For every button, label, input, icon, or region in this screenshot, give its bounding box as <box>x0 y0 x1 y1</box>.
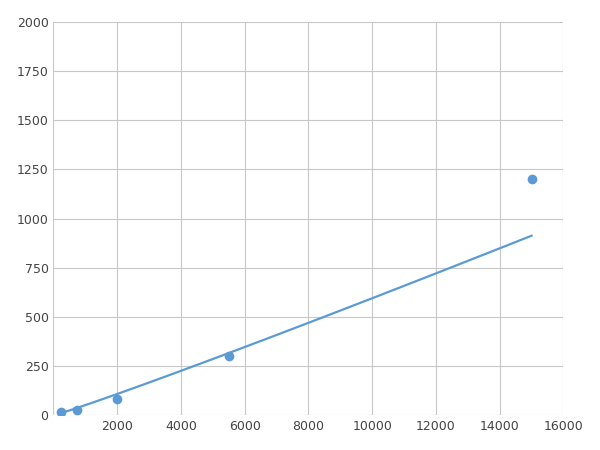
Point <box>56 408 66 415</box>
Point <box>224 353 233 360</box>
Point <box>112 396 122 403</box>
Point <box>73 406 82 414</box>
Point <box>527 176 536 183</box>
